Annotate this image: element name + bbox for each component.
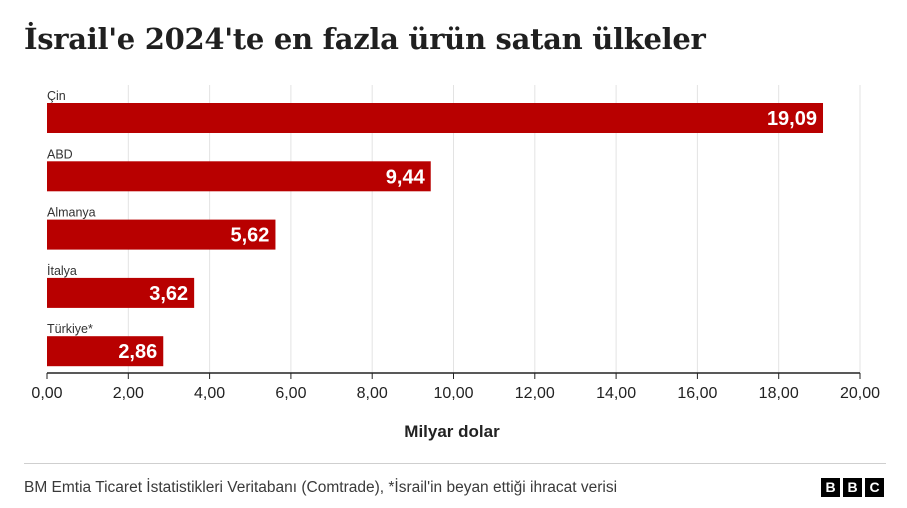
x-tick-label: 14,00 <box>596 385 636 402</box>
x-axis-label: Milyar dolar <box>404 422 500 441</box>
footer-divider <box>24 463 886 464</box>
x-tick-label: 0,00 <box>31 385 62 402</box>
bars: Çin 19,09 ABD 9,44 Almanya 5,62 İtalya 3,62 Türk… <box>47 89 824 367</box>
bar-value-label: 19,09 <box>767 108 817 130</box>
bar-value-label: 2,86 <box>118 341 157 363</box>
bar-chart: Çin 19,09 ABD 9,44 Almanya 5,62 İtalya 3,62 Türk… <box>31 85 880 441</box>
category-label: ABD <box>47 147 73 161</box>
category-label: Çin <box>47 89 66 103</box>
bar-value-label: 9,44 <box>386 166 426 188</box>
x-tick-label: 10,00 <box>433 385 473 402</box>
bar-value-label: 5,62 <box>231 225 270 247</box>
x-tick-label: 12,00 <box>515 385 555 402</box>
bar-value-label: 3,62 <box>149 283 188 305</box>
bar <box>47 103 824 133</box>
chart-title: İsrail'e 2024'te en fazla ürün satan ülk… <box>24 22 706 56</box>
category-label: Türkiye* <box>47 322 93 336</box>
category-label: İtalya <box>47 264 77 278</box>
bbc-logo: B B C <box>821 478 884 497</box>
x-tick-label: 4,00 <box>194 385 225 402</box>
bbc-logo-letter: B <box>821 478 840 497</box>
bbc-logo-letter: B <box>843 478 862 497</box>
x-tick-label: 6,00 <box>275 385 306 402</box>
bar <box>47 219 276 250</box>
bbc-logo-letter: C <box>865 478 884 497</box>
bar <box>47 277 195 308</box>
bar <box>47 161 431 192</box>
source-note: BM Emtia Ticaret İstatistikleri Veritaba… <box>24 479 618 496</box>
x-tick-label: 2,00 <box>113 385 144 402</box>
x-tick-label: 16,00 <box>677 385 717 402</box>
x-tick-label: 8,00 <box>357 385 388 402</box>
x-tick-label: 20,00 <box>840 385 880 402</box>
category-label: Almanya <box>47 206 96 220</box>
x-axis-ticks: 0,00 2,00 4,00 6,00 8,00 10,00 12,00 14,00 16,00… <box>31 373 880 402</box>
bar <box>47 336 164 367</box>
x-tick-label: 18,00 <box>759 385 799 402</box>
